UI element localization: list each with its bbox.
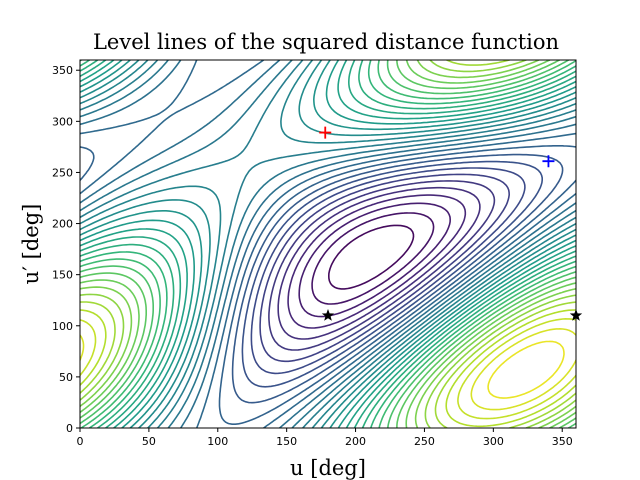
y-tick-label: 350 — [52, 64, 73, 77]
contour-line — [80, 328, 576, 411]
x-tick-label: 250 — [414, 435, 435, 448]
chart-title: Level lines of the squared distance func… — [93, 30, 559, 54]
y-tick-label: 150 — [52, 269, 73, 282]
y-tick-label: 300 — [52, 115, 73, 128]
x-axis-label: u [deg] — [290, 456, 366, 480]
contour-line — [80, 309, 576, 428]
y-tick-label: 0 — [66, 422, 73, 435]
x-axis: 0 50 100 150 200 250 300 350 — [77, 428, 573, 448]
x-tick-label: 300 — [483, 435, 504, 448]
contour-line — [277, 186, 481, 340]
contour-line — [298, 202, 451, 318]
contour-line — [80, 60, 576, 428]
contour-line — [311, 212, 435, 305]
contour-line — [80, 60, 576, 428]
contour-line — [80, 60, 576, 428]
x-tick-label: 100 — [207, 435, 228, 448]
contour-line — [80, 60, 576, 428]
contour-line — [80, 145, 576, 425]
y-axis-label: u′ [deg] — [19, 204, 43, 285]
y-tick-label: 250 — [52, 166, 73, 179]
plus-marker — [542, 155, 555, 168]
contour-lines — [80, 60, 576, 428]
y-tick-label: 50 — [59, 371, 73, 384]
contour-line — [80, 60, 576, 428]
contour-line — [231, 153, 564, 404]
x-tick-label: 150 — [276, 435, 297, 448]
contour-line — [80, 60, 576, 428]
y-axis: 0 50 100 150 200 250 300 350 — [52, 64, 80, 435]
contour-line — [328, 224, 415, 290]
contour-line — [80, 60, 576, 428]
contour-line — [250, 167, 526, 375]
contour-line — [80, 60, 576, 428]
contour-line — [80, 60, 576, 428]
contour-line — [241, 160, 543, 388]
x-tick-label: 350 — [552, 435, 573, 448]
contour-line — [287, 194, 467, 329]
y-tick-label: 200 — [52, 218, 73, 231]
contour-line — [259, 173, 510, 363]
contour-line — [80, 60, 576, 428]
x-tick-label: 0 — [77, 435, 84, 448]
contour-line — [268, 180, 496, 351]
x-tick-label: 200 — [345, 435, 366, 448]
plus-marker — [319, 126, 332, 139]
star-marker — [321, 309, 335, 321]
x-tick-label: 50 — [142, 435, 156, 448]
contour-line — [487, 340, 565, 399]
contour-line — [80, 60, 576, 428]
plot-frame — [79, 59, 577, 429]
contour-line — [80, 60, 576, 428]
contour-line — [80, 318, 576, 420]
contour-line — [80, 60, 576, 428]
contour-line — [80, 60, 576, 428]
contour-line — [80, 60, 576, 428]
y-tick-label: 100 — [52, 320, 73, 333]
